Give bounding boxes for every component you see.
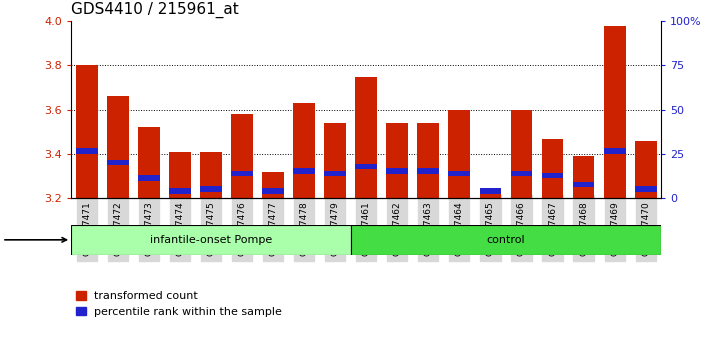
Bar xyxy=(572,156,594,198)
Bar xyxy=(200,152,222,198)
Bar xyxy=(351,225,661,255)
Bar xyxy=(635,141,656,198)
Bar xyxy=(200,186,222,192)
Bar xyxy=(417,123,439,198)
Bar xyxy=(107,160,129,165)
Bar xyxy=(386,123,408,198)
Bar xyxy=(635,186,656,192)
Bar xyxy=(231,114,253,198)
Bar xyxy=(510,171,533,176)
Text: control: control xyxy=(486,235,525,245)
Bar xyxy=(293,103,315,198)
Bar xyxy=(479,188,501,194)
Bar xyxy=(479,192,501,198)
Bar xyxy=(169,152,191,198)
Bar xyxy=(604,148,626,154)
Bar xyxy=(71,225,351,255)
Bar xyxy=(542,138,563,198)
Bar xyxy=(138,127,159,198)
Bar xyxy=(417,169,439,174)
Bar xyxy=(510,110,533,198)
Bar xyxy=(542,173,563,178)
Bar xyxy=(604,26,626,198)
Bar xyxy=(449,110,470,198)
Bar xyxy=(324,123,346,198)
Bar xyxy=(356,76,377,198)
Bar xyxy=(386,169,408,174)
Bar xyxy=(262,172,284,198)
Text: infantile-onset Pompe: infantile-onset Pompe xyxy=(150,235,272,245)
Bar xyxy=(356,164,377,170)
Legend: transformed count, percentile rank within the sample: transformed count, percentile rank withi… xyxy=(71,287,287,321)
Bar xyxy=(76,148,97,154)
Text: GDS4410 / 215961_at: GDS4410 / 215961_at xyxy=(71,2,239,18)
Bar xyxy=(449,171,470,176)
Text: disease state: disease state xyxy=(0,235,66,245)
Bar xyxy=(324,171,346,176)
Bar xyxy=(262,188,284,194)
Bar xyxy=(107,97,129,198)
Bar xyxy=(293,169,315,174)
Bar xyxy=(138,175,159,181)
Bar xyxy=(572,182,594,187)
Bar xyxy=(76,65,97,198)
Bar xyxy=(231,171,253,176)
Bar xyxy=(169,188,191,194)
